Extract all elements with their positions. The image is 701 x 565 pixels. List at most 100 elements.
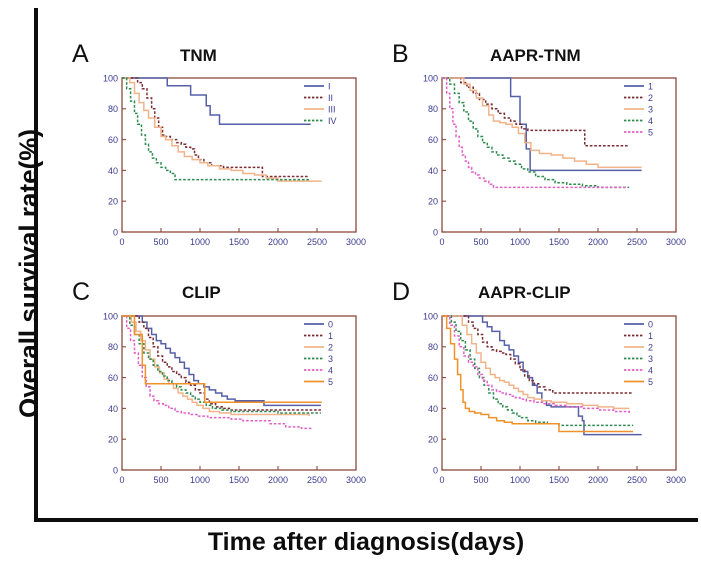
legend-label-III: III xyxy=(328,104,336,114)
svg-text:1500: 1500 xyxy=(229,475,249,485)
svg-text:20: 20 xyxy=(108,435,118,445)
svg-text:40: 40 xyxy=(428,166,438,176)
svg-text:0: 0 xyxy=(113,227,118,237)
legend-label-2: 2 xyxy=(648,342,653,352)
svg-text:80: 80 xyxy=(428,104,438,114)
survival-curve-5 xyxy=(442,77,628,189)
survival-curve-4 xyxy=(122,315,314,430)
panel-letter-a: A xyxy=(72,40,89,68)
svg-text:500: 500 xyxy=(473,237,488,247)
panel-title-a: TNM xyxy=(180,46,217,65)
svg-text:2000: 2000 xyxy=(268,237,288,247)
legend-label-5: 5 xyxy=(328,377,333,387)
svg-text:20: 20 xyxy=(428,197,438,207)
svg-text:1000: 1000 xyxy=(510,237,530,247)
legend-label-4: 4 xyxy=(328,365,333,375)
survival-curve-3 xyxy=(442,315,634,427)
y-axis-rule xyxy=(34,8,38,522)
svg-text:40: 40 xyxy=(108,166,118,176)
x-axis-rule xyxy=(34,518,698,522)
survival-curve-2 xyxy=(442,77,628,147)
svg-text:0: 0 xyxy=(119,475,124,485)
svg-text:0: 0 xyxy=(433,465,438,475)
svg-text:0: 0 xyxy=(113,465,118,475)
svg-text:0: 0 xyxy=(433,227,438,237)
svg-text:60: 60 xyxy=(108,135,118,145)
svg-text:500: 500 xyxy=(473,475,488,485)
legend-label-5: 5 xyxy=(648,127,653,137)
survival-curve-0 xyxy=(122,315,321,407)
svg-text:2500: 2500 xyxy=(627,475,647,485)
plot-panel-a: 0 500 1000 1500 2000 2500 3000020406080100IIII… xyxy=(103,73,366,247)
svg-text:100: 100 xyxy=(423,311,438,321)
legend-label-4: 4 xyxy=(648,365,653,375)
x-axis-label: Time after diagnosis(days) xyxy=(207,528,525,556)
legend-label-I: I xyxy=(328,81,331,91)
svg-text:0: 0 xyxy=(119,237,124,247)
plot-panel-c: 0 500 1000 1500 2000 2500 30000204060801000123… xyxy=(103,311,366,485)
survival-curve-III xyxy=(122,77,322,182)
legend-label-2: 2 xyxy=(328,342,333,352)
svg-text:500: 500 xyxy=(153,475,168,485)
survival-curve-3 xyxy=(442,77,642,169)
svg-text:500: 500 xyxy=(153,237,168,247)
svg-text:3000: 3000 xyxy=(346,475,366,485)
svg-text:1500: 1500 xyxy=(549,237,569,247)
legend-label-1: 1 xyxy=(648,331,653,341)
legend-label-1: 1 xyxy=(328,331,333,341)
svg-text:2000: 2000 xyxy=(268,475,288,485)
legend-label-5: 5 xyxy=(648,377,653,387)
svg-text:1500: 1500 xyxy=(229,237,249,247)
svg-text:2500: 2500 xyxy=(627,237,647,247)
legend-label-3: 3 xyxy=(328,354,333,364)
svg-text:2500: 2500 xyxy=(307,237,327,247)
panel-letter-c: C xyxy=(72,278,91,306)
legend-label-II: II xyxy=(328,93,333,103)
survival-curve-1 xyxy=(122,315,321,411)
svg-text:0: 0 xyxy=(439,475,444,485)
survival-curve-2 xyxy=(442,315,630,410)
svg-text:2000: 2000 xyxy=(588,237,608,247)
legend-label-3: 3 xyxy=(648,104,653,114)
svg-text:100: 100 xyxy=(423,73,438,83)
svg-text:80: 80 xyxy=(108,342,118,352)
survival-curve-1 xyxy=(442,77,642,172)
svg-text:60: 60 xyxy=(428,373,438,383)
survival-curve-I xyxy=(122,77,311,125)
panel-title-c: CLIP xyxy=(182,283,221,302)
panel-title-d: AAPR-CLIP xyxy=(478,283,571,302)
legend-label-2: 2 xyxy=(648,93,653,103)
svg-text:3000: 3000 xyxy=(666,237,686,247)
panel-letter-b: B xyxy=(392,40,409,68)
survival-curve-5 xyxy=(442,315,634,433)
svg-text:20: 20 xyxy=(108,197,118,207)
svg-text:0: 0 xyxy=(439,237,444,247)
svg-text:60: 60 xyxy=(108,373,118,383)
legend-label-0: 0 xyxy=(328,319,333,329)
survival-curve-0 xyxy=(442,315,642,436)
panel-title-b: AAPR-TNM xyxy=(490,46,581,65)
svg-text:3000: 3000 xyxy=(346,237,366,247)
survival-curve-IV xyxy=(122,77,310,181)
svg-text:1500: 1500 xyxy=(549,475,569,485)
svg-text:1000: 1000 xyxy=(190,237,210,247)
y-axis-label: Overall survival rate(%) xyxy=(13,128,44,419)
survival-curve-5 xyxy=(122,315,322,403)
plot-panel-b: 0 500 1000 1500 2000 2500 3000 0 20 40 60 80 100 1 23 4… xyxy=(423,73,686,247)
svg-text:2500: 2500 xyxy=(307,475,327,485)
survival-curve-2 xyxy=(122,315,310,417)
svg-text:100: 100 xyxy=(103,73,118,83)
legend-label-4: 4 xyxy=(648,116,653,126)
svg-text:60: 60 xyxy=(428,135,438,145)
legend-label-1: 1 xyxy=(648,81,653,91)
svg-text:1000: 1000 xyxy=(510,475,530,485)
svg-text:1000: 1000 xyxy=(190,475,210,485)
svg-text:40: 40 xyxy=(108,404,118,414)
svg-text:40: 40 xyxy=(428,404,438,414)
svg-text:3000: 3000 xyxy=(666,475,686,485)
svg-text:2000: 2000 xyxy=(588,475,608,485)
legend-label-IV: IV xyxy=(328,116,337,126)
survival-curve-4 xyxy=(442,77,630,189)
svg-text:80: 80 xyxy=(428,342,438,352)
